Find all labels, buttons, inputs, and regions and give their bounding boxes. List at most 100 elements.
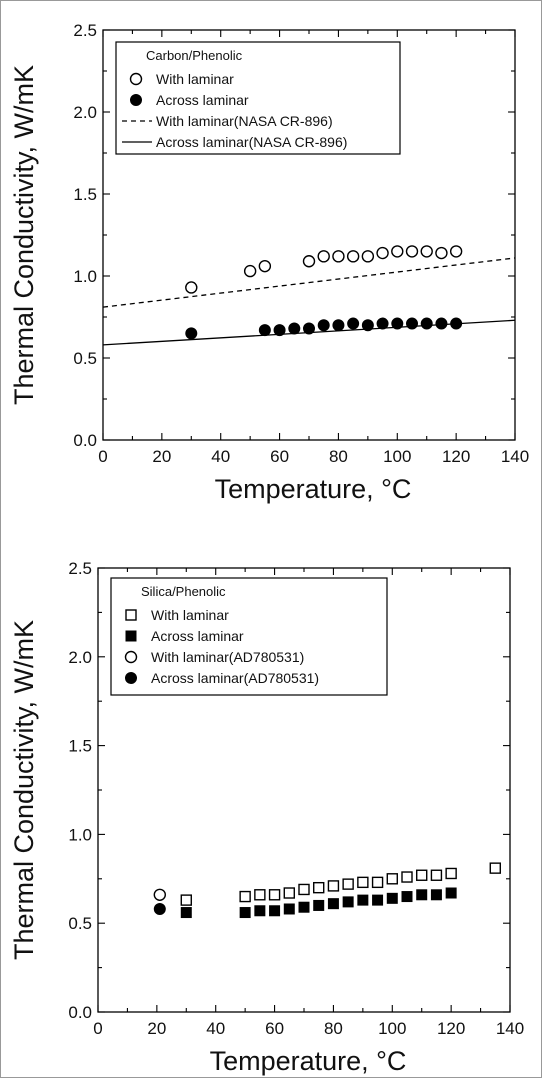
data-point	[420, 317, 433, 330]
series-0	[180, 862, 501, 906]
legend-marker	[125, 630, 137, 642]
x-tick-label: 60	[270, 447, 289, 466]
legend-marker	[125, 672, 137, 684]
legend-marker	[124, 650, 138, 664]
data-point	[317, 250, 330, 263]
data-point	[430, 869, 443, 881]
x-tick-label: 60	[265, 1019, 284, 1038]
data-point	[420, 245, 433, 258]
chart-carbon: 0 20 40 60 80 100 120 140 0.0 0.5 1.0 1.5 2.0 2.5 Temp…	[9, 21, 529, 504]
y-tick-label: 0.5	[73, 349, 97, 368]
series-0	[185, 245, 463, 294]
legend: Carbon/Phenolic With laminar Across lamina…	[115, 41, 401, 155]
data-point	[332, 250, 345, 263]
data-point	[153, 902, 166, 915]
data-point	[268, 889, 281, 901]
y-tick-label: 0.5	[68, 914, 92, 933]
y-tick-label: 2.0	[68, 648, 92, 667]
data-point	[254, 905, 266, 917]
series-1	[185, 317, 463, 340]
x-tick-label: 80	[329, 447, 348, 466]
data-point	[372, 894, 384, 906]
x-tick-label: 0	[98, 447, 107, 466]
data-point	[243, 264, 257, 278]
x-tick-label: 140	[496, 1019, 524, 1038]
y-tick-label: 1.5	[73, 185, 97, 204]
data-point	[302, 255, 316, 268]
legend-entry: Across laminar	[156, 92, 249, 108]
data-point	[435, 246, 448, 260]
data-point	[327, 880, 340, 892]
chart-silica: 0 20 40 60 80 100 120 140 0.0 0.5 1.0 1.5 2.0 2.5 Temp…	[9, 559, 524, 1076]
data-point	[357, 894, 369, 906]
data-point	[391, 245, 404, 258]
data-point	[269, 905, 281, 917]
x-tick-label: 20	[152, 447, 171, 466]
data-point	[317, 319, 330, 332]
data-point	[153, 888, 167, 901]
y-axis-label: Thermal Conductivity, W/mK	[9, 65, 39, 405]
x-tick-label: 120	[437, 1019, 465, 1038]
y-axis: 0.0 0.5 1.0 1.5 2.0 2.5	[73, 21, 515, 450]
data-point	[313, 899, 325, 911]
legend-title: Carbon/Phenolic	[146, 48, 243, 63]
data-point	[342, 896, 354, 908]
series-line	[102, 319, 516, 346]
data-point	[332, 319, 345, 332]
series-3	[102, 319, 516, 346]
data-point	[180, 894, 192, 906]
data-point	[371, 876, 384, 889]
data-point	[239, 907, 251, 919]
data-point	[185, 281, 198, 294]
data-point	[401, 891, 413, 903]
series-3	[153, 902, 166, 915]
data-point	[239, 890, 251, 903]
x-axis: 0 20 40 60 80 100 120 140	[98, 30, 529, 466]
legend-entry: Across laminar(NASA CR-896)	[156, 134, 347, 150]
data-point	[416, 889, 428, 901]
legend-box	[110, 577, 388, 696]
data-point	[303, 322, 315, 335]
legend-title: Silica/Phenolic	[141, 584, 226, 599]
x-tick-label: 40	[211, 447, 230, 466]
x-tick-label: 40	[206, 1019, 225, 1038]
y-tick-label: 0.0	[73, 431, 97, 450]
data-point	[342, 878, 354, 890]
data-point	[258, 324, 271, 337]
data-point	[361, 319, 374, 332]
data-point	[298, 901, 310, 913]
x-tick-label: 20	[147, 1019, 166, 1038]
data-point	[416, 869, 428, 881]
x-tick-label: 0	[93, 1019, 102, 1038]
y-tick-label: 1.5	[68, 737, 92, 756]
legend-marker	[129, 72, 143, 86]
x-axis-label: Temperature, °C	[215, 474, 412, 504]
legend-marker	[130, 94, 142, 106]
data-point	[405, 245, 419, 258]
y-axis-label: Thermal Conductivity, W/mK	[9, 620, 39, 960]
data-point	[347, 317, 360, 330]
data-point	[376, 246, 389, 260]
series-2	[102, 257, 516, 308]
data-point	[489, 862, 501, 874]
y-tick-label: 0.0	[68, 1003, 92, 1022]
x-tick-label: 100	[383, 447, 411, 466]
data-point	[401, 871, 413, 883]
data-point	[449, 245, 463, 258]
y-tick-label: 2.5	[68, 559, 92, 578]
x-tick-label: 120	[442, 447, 470, 466]
data-point	[298, 883, 310, 896]
x-axis: 0 20 40 60 80 100 120 140	[93, 568, 524, 1038]
data-point	[273, 324, 286, 337]
x-tick-label: 100	[378, 1019, 406, 1038]
data-point	[361, 250, 375, 263]
data-point	[386, 892, 398, 904]
data-point	[254, 889, 266, 901]
data-point	[445, 887, 457, 899]
data-point	[386, 873, 398, 885]
y-tick-label: 2.0	[73, 103, 97, 122]
data-point	[430, 889, 442, 901]
legend-entry: Across laminar(AD780531)	[151, 670, 319, 686]
data-point	[327, 898, 339, 910]
